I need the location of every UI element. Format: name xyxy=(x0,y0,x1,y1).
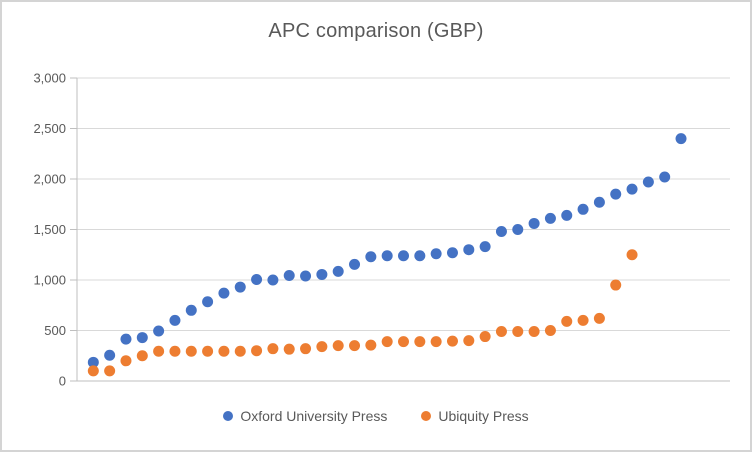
data-point-oxford xyxy=(218,287,230,299)
data-point-oxford xyxy=(577,203,589,215)
data-point-ubiquity xyxy=(283,343,295,355)
data-point-oxford xyxy=(300,270,312,282)
data-point-ubiquity xyxy=(430,336,442,348)
data-point-oxford xyxy=(316,268,328,280)
data-point-ubiquity xyxy=(610,279,622,291)
data-point-oxford xyxy=(512,224,524,235)
data-point-ubiquity xyxy=(104,365,116,377)
data-point-ubiquity xyxy=(332,340,344,352)
data-point-oxford xyxy=(593,196,605,208)
data-point-ubiquity xyxy=(185,345,197,357)
data-point-ubiquity xyxy=(120,355,132,367)
data-point-oxford xyxy=(365,251,377,263)
data-point-oxford xyxy=(610,188,622,200)
data-point-oxford xyxy=(332,265,344,277)
data-point-oxford xyxy=(626,183,638,195)
data-point-ubiquity xyxy=(414,336,426,348)
data-point-ubiquity xyxy=(87,365,99,377)
data-point-oxford xyxy=(544,212,556,224)
data-point-oxford xyxy=(463,244,475,256)
chart-title: APC comparison (GBP) xyxy=(268,20,484,42)
data-point-oxford xyxy=(283,269,295,281)
legend-item-ubiquity-press: Ubiquity Press xyxy=(421,408,529,424)
data-point-oxford xyxy=(659,171,671,183)
data-point-ubiquity xyxy=(512,326,524,338)
data-point-ubiquity xyxy=(398,336,409,348)
y-axis-label: 0 xyxy=(59,374,66,389)
data-point-oxford xyxy=(87,356,99,368)
data-point-ubiquity xyxy=(267,343,279,355)
y-axis-label: 3,000 xyxy=(33,71,66,86)
data-point-oxford xyxy=(675,133,687,145)
data-point-oxford xyxy=(495,226,507,238)
data-point-ubiquity xyxy=(169,345,181,357)
legend-marker-ubiquity-icon xyxy=(421,411,432,421)
data-point-oxford xyxy=(251,273,263,285)
data-point-oxford xyxy=(153,325,165,337)
data-point-oxford xyxy=(136,332,148,344)
legend-label-oxford: Oxford University Press xyxy=(240,408,388,424)
data-point-ubiquity xyxy=(577,314,589,326)
data-point-ubiquity xyxy=(136,350,148,362)
data-point-ubiquity xyxy=(544,325,556,336)
legend: Oxford University Press Ubiquity Press xyxy=(2,408,750,424)
data-point-oxford xyxy=(104,349,116,361)
data-point-ubiquity xyxy=(381,336,393,348)
data-point-ubiquity xyxy=(153,345,165,357)
legend-marker-oxford-icon xyxy=(223,411,234,421)
data-point-oxford xyxy=(414,250,426,262)
data-point-ubiquity xyxy=(593,312,605,324)
data-point-oxford xyxy=(381,250,393,262)
data-point-oxford xyxy=(446,247,458,259)
data-point-oxford xyxy=(234,281,246,293)
data-point-ubiquity xyxy=(528,326,540,338)
data-point-oxford xyxy=(398,250,409,262)
data-point-ubiquity xyxy=(626,249,638,261)
data-point-ubiquity xyxy=(300,343,312,355)
data-point-oxford xyxy=(528,217,540,229)
data-point-oxford xyxy=(169,314,181,326)
data-point-oxford xyxy=(202,296,214,308)
data-point-ubiquity xyxy=(349,340,361,352)
data-point-ubiquity xyxy=(365,339,377,351)
data-point-ubiquity xyxy=(479,331,491,343)
y-axis-label: 1,000 xyxy=(33,273,66,288)
y-axis-label: 500 xyxy=(44,323,66,338)
data-point-oxford xyxy=(349,258,361,270)
y-axis-label: 1,500 xyxy=(33,222,66,237)
legend-item-oxford-university-press: Oxford University Press xyxy=(223,408,387,424)
y-axis-label: 2,000 xyxy=(33,172,66,187)
data-point-ubiquity xyxy=(561,315,573,327)
data-point-oxford xyxy=(642,176,654,188)
legend-label-ubiquity: Ubiquity Press xyxy=(438,408,529,424)
data-point-ubiquity xyxy=(463,335,475,347)
data-point-oxford xyxy=(430,248,442,260)
data-point-ubiquity xyxy=(202,345,214,357)
data-point-ubiquity xyxy=(218,345,230,357)
data-point-ubiquity xyxy=(446,335,458,347)
data-point-oxford xyxy=(185,304,197,316)
data-point-ubiquity xyxy=(316,341,328,353)
y-axis-label: 2,500 xyxy=(33,121,66,136)
data-point-oxford xyxy=(561,209,573,221)
data-point-ubiquity xyxy=(251,345,263,357)
data-point-oxford xyxy=(267,274,279,286)
data-point-oxford xyxy=(479,241,491,253)
data-point-oxford xyxy=(120,333,132,345)
data-point-ubiquity xyxy=(234,345,246,357)
data-point-ubiquity xyxy=(495,326,507,338)
